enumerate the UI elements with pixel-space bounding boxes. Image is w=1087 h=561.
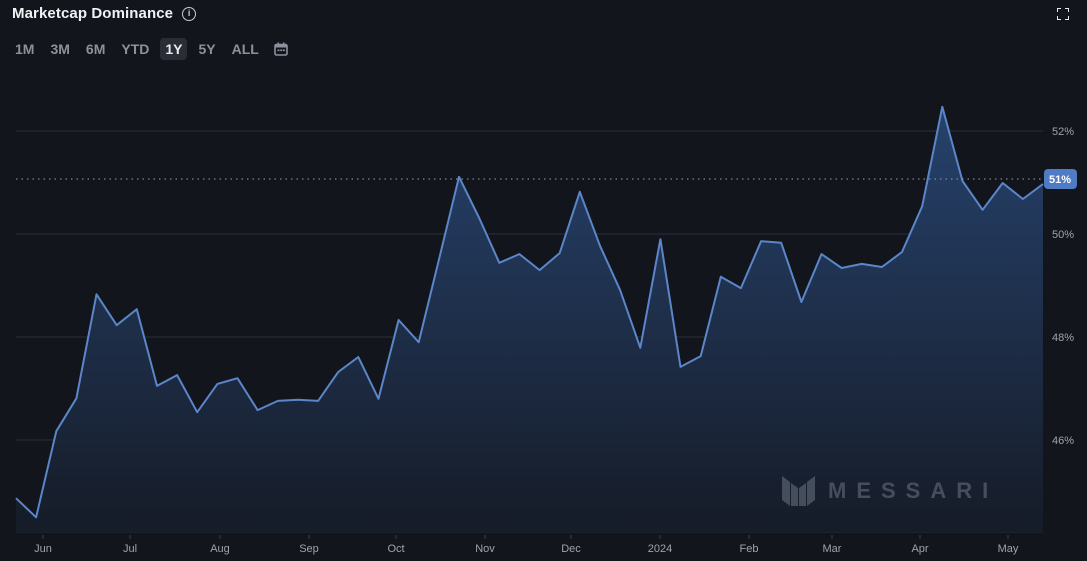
x-tick-label: Mar bbox=[823, 543, 842, 555]
x-tick-label: Jul bbox=[123, 543, 137, 555]
x-tick-label: Nov bbox=[475, 543, 495, 555]
x-tick-label: Oct bbox=[387, 543, 404, 555]
range-ytd[interactable]: YTD bbox=[121, 41, 150, 57]
x-tick-label: Jun bbox=[34, 543, 52, 555]
y-tick-label: 46% bbox=[1052, 435, 1074, 447]
info-icon[interactable]: i bbox=[182, 6, 197, 21]
x-axis: Jun Jul Aug Sep Oct Nov Dec 2024 Feb Mar Apr May bbox=[34, 535, 1019, 555]
range-3m[interactable]: 3M bbox=[50, 41, 70, 57]
time-range-selector: 1M 3M 6M YTD 1Y 5Y ALL bbox=[10, 38, 288, 60]
x-tick-label: Feb bbox=[740, 543, 759, 555]
messari-watermark: MESSARI bbox=[782, 476, 998, 506]
y-tick-label: 48% bbox=[1052, 332, 1074, 344]
calendar-icon[interactable] bbox=[274, 42, 288, 56]
x-tick-label: May bbox=[998, 543, 1019, 555]
y-tick-label: 50% bbox=[1052, 229, 1074, 241]
chart-header: Marketcap Dominance i bbox=[12, 5, 197, 22]
range-5y[interactable]: 5Y bbox=[198, 41, 216, 57]
x-tick-label: Aug bbox=[210, 543, 230, 555]
chart-title: Marketcap Dominance bbox=[12, 5, 174, 22]
svg-text:51%: 51% bbox=[1049, 174, 1071, 186]
x-tick-label: Sep bbox=[299, 543, 319, 555]
watermark-text: MESSARI bbox=[828, 478, 999, 503]
x-tick-label: Dec bbox=[561, 543, 581, 555]
y-axis: 52% 50% 48% 46% bbox=[1052, 126, 1074, 447]
area-fill bbox=[16, 106, 1043, 533]
range-all[interactable]: ALL bbox=[231, 41, 259, 57]
data-line bbox=[15, 105, 1044, 519]
range-6m[interactable]: 6M bbox=[85, 41, 106, 57]
range-1m[interactable]: 1M bbox=[15, 41, 35, 57]
y-tick-label: 52% bbox=[1052, 126, 1074, 138]
x-tick-label: 2024 bbox=[648, 543, 672, 555]
messari-logo-icon bbox=[782, 476, 815, 506]
x-tick-label: Apr bbox=[911, 543, 928, 555]
current-value-badge: 51% bbox=[1044, 169, 1077, 189]
range-1y[interactable]: 1Y bbox=[160, 38, 188, 60]
